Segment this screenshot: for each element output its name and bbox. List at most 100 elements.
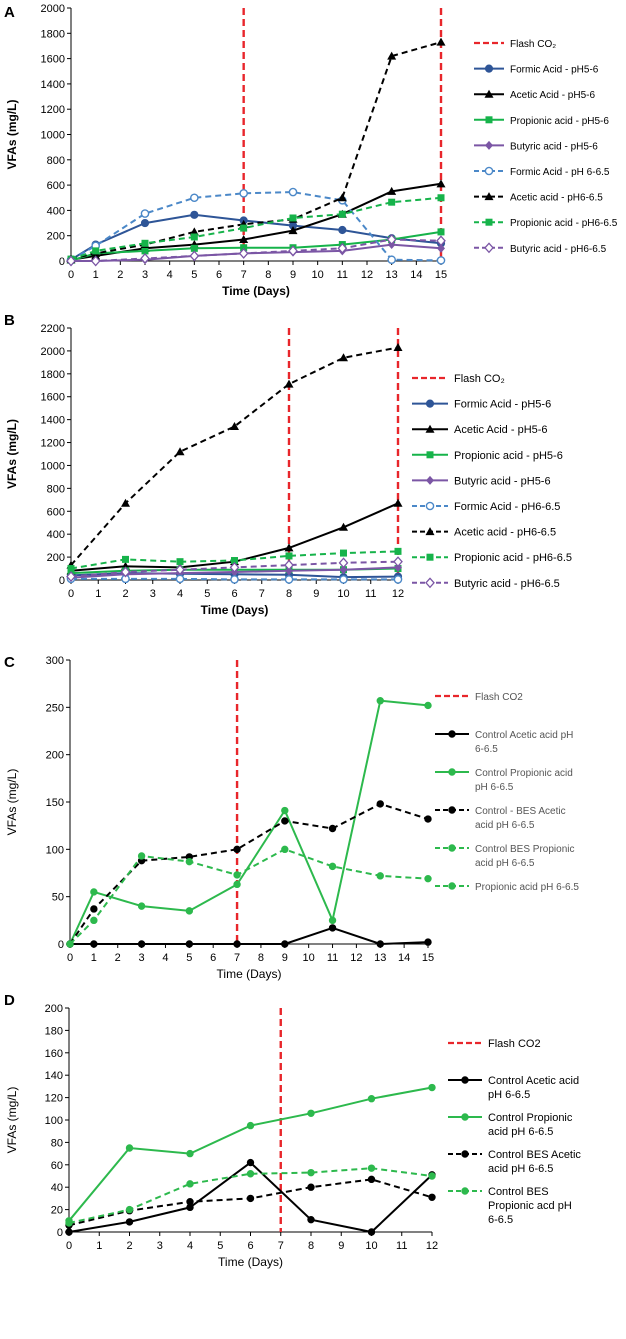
data-point bbox=[140, 209, 150, 218]
x-tick-label: 9 bbox=[338, 1240, 344, 1252]
legend-marker bbox=[448, 768, 456, 776]
legend-label: Propionic acid pH 6-6.5 bbox=[475, 882, 579, 893]
y-tick-label: 50 bbox=[52, 892, 64, 904]
x-tick-label: 7 bbox=[278, 1240, 284, 1252]
data-point bbox=[288, 226, 298, 235]
data-point bbox=[339, 575, 348, 584]
data-point bbox=[424, 874, 432, 883]
legend-marker bbox=[461, 1113, 469, 1121]
data-point bbox=[436, 37, 446, 46]
legend-label: Butyric acid - pH5-6 bbox=[454, 475, 551, 487]
panel-label-b: B bbox=[4, 312, 15, 329]
data-point bbox=[386, 234, 397, 245]
legend-label: Butyric acid - pH5-6 bbox=[510, 141, 598, 152]
y-tick-label: 0 bbox=[59, 256, 65, 268]
data-point bbox=[122, 555, 129, 563]
data-point bbox=[186, 1180, 194, 1188]
data-point bbox=[284, 543, 294, 552]
legend-label: pH 6-6.5 bbox=[475, 782, 514, 793]
series-line bbox=[68, 1178, 433, 1227]
legend-label: Acetic acid - pH6-6.5 bbox=[454, 527, 556, 539]
x-tick-label: 9 bbox=[290, 269, 296, 281]
panel-label-a: A bbox=[4, 4, 15, 21]
data-point bbox=[190, 210, 199, 219]
y-axis-title: VFAs (mg/L) bbox=[5, 1087, 19, 1154]
legend-marker bbox=[425, 577, 435, 589]
x-axis-title: Time (Days) bbox=[201, 603, 269, 617]
legend-marker bbox=[484, 64, 494, 73]
data-point bbox=[307, 1168, 315, 1177]
data-point bbox=[367, 1228, 376, 1236]
x-tick-label: 14 bbox=[398, 952, 410, 964]
data-point bbox=[185, 907, 194, 915]
x-tick-label: 13 bbox=[386, 269, 398, 281]
legend-marker bbox=[484, 89, 494, 98]
data-point bbox=[141, 247, 149, 255]
legend-label: Control Propionic acid bbox=[475, 768, 573, 779]
legend-label: Control Acetic acid pH bbox=[475, 730, 573, 741]
y-tick-label: 40 bbox=[51, 1182, 63, 1194]
data-point bbox=[233, 845, 241, 854]
y-tick-label: 0 bbox=[59, 575, 65, 587]
x-tick-label: 8 bbox=[258, 952, 264, 964]
x-axis-title: Time (Days) bbox=[217, 967, 282, 981]
legend-label-flash: Flash CO₂ bbox=[454, 373, 505, 385]
data-point bbox=[65, 1228, 73, 1236]
y-tick-label: 1800 bbox=[41, 369, 65, 381]
data-point bbox=[424, 938, 432, 946]
data-point bbox=[437, 228, 445, 236]
x-tick-label: 4 bbox=[162, 952, 168, 964]
x-tick-label: 4 bbox=[187, 1240, 193, 1252]
data-point bbox=[337, 242, 348, 254]
x-tick-label: 15 bbox=[435, 269, 447, 281]
x-tick-label: 9 bbox=[313, 588, 319, 600]
legend-label-flash: Flash CO2 bbox=[475, 692, 523, 703]
x-tick-label: 0 bbox=[68, 588, 74, 600]
x-tick-label: 11 bbox=[327, 952, 338, 964]
data-point bbox=[90, 255, 101, 267]
data-point bbox=[186, 1149, 194, 1158]
y-axis-title: VFAs (mg/L) bbox=[5, 419, 19, 489]
x-tick-label: 0 bbox=[66, 1240, 72, 1252]
data-point bbox=[140, 252, 150, 264]
legend-label: Formic Acid - pH5-6 bbox=[454, 399, 551, 411]
data-point bbox=[376, 800, 384, 808]
data-point bbox=[246, 1158, 255, 1167]
y-tick-label: 600 bbox=[47, 506, 65, 518]
x-tick-label: 2 bbox=[122, 588, 128, 600]
data-point bbox=[424, 815, 432, 823]
x-tick-label: 9 bbox=[282, 952, 288, 964]
x-tick-label: 1 bbox=[93, 269, 99, 281]
y-tick-label: 2000 bbox=[41, 3, 65, 15]
series-line bbox=[70, 346, 399, 566]
x-tick-label: 4 bbox=[177, 588, 183, 600]
data-point bbox=[339, 565, 348, 575]
legend-label: Formic Acid - pH 6-6.5 bbox=[510, 167, 610, 178]
series-line bbox=[70, 196, 442, 261]
data-point bbox=[393, 342, 403, 351]
data-point bbox=[338, 557, 349, 569]
data-point bbox=[230, 575, 239, 584]
y-tick-label: 1200 bbox=[41, 104, 65, 116]
y-tick-label: 1000 bbox=[41, 460, 65, 472]
data-point bbox=[246, 1194, 255, 1203]
x-tick-label: 15 bbox=[422, 952, 434, 964]
data-point bbox=[437, 194, 445, 202]
legend-label: Control BES Propionic bbox=[475, 844, 575, 855]
data-point bbox=[428, 1172, 436, 1180]
legend-label: acid pH 6-6.5 bbox=[475, 820, 535, 831]
legend-label: acid pH 6-6.5 bbox=[488, 1163, 553, 1175]
data-point bbox=[67, 565, 75, 573]
data-point bbox=[289, 214, 297, 222]
legend-label: Control Acetic acid bbox=[488, 1075, 579, 1087]
x-tick-label: 1 bbox=[95, 588, 101, 600]
data-point bbox=[424, 701, 432, 710]
x-tick-label: 13 bbox=[374, 952, 386, 964]
y-tick-label: 180 bbox=[45, 1025, 63, 1037]
y-tick-label: 400 bbox=[47, 529, 65, 541]
legend-label-flash: Flash CO2 bbox=[488, 1038, 541, 1050]
data-point bbox=[246, 1170, 255, 1178]
chart-panel-b: 0 200 400 600 800 1000 1200 1400 1600 1800 2000 220… bbox=[5, 323, 572, 617]
